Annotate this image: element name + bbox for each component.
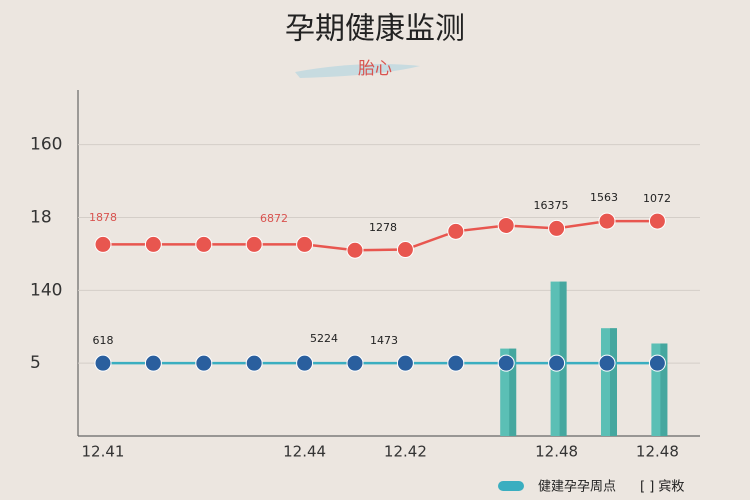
point	[598, 212, 616, 230]
legend-note: [ ] 宾敉	[640, 479, 684, 495]
bar-shade	[610, 328, 617, 436]
point	[548, 219, 566, 237]
x-tick-label: 12.48	[535, 443, 578, 461]
point	[346, 354, 364, 372]
data-annotation: 618	[93, 334, 114, 347]
point	[245, 354, 263, 372]
point	[648, 354, 666, 372]
point	[296, 354, 314, 372]
chart-title: 孕期健康监测	[285, 12, 465, 47]
data-annotation: 1473	[370, 334, 398, 347]
point	[195, 354, 213, 372]
data-annotation: 1563	[590, 191, 618, 204]
legend-swatch	[498, 481, 524, 491]
x-tick-label: 12.44	[283, 443, 326, 461]
y-tick-label: 18	[30, 207, 52, 227]
legend-label: 健建孕孕周点	[538, 480, 616, 495]
y-tick-label: 5	[30, 353, 41, 373]
point	[497, 354, 515, 372]
point	[94, 354, 112, 372]
point	[245, 235, 263, 253]
data-annotation: 5224	[310, 332, 338, 345]
x-tick-label: 12.42	[384, 443, 427, 461]
point	[144, 354, 162, 372]
data-annotation: 1072	[643, 192, 671, 205]
point	[346, 241, 364, 259]
point	[598, 354, 616, 372]
point	[144, 235, 162, 253]
chart-subtitle: 胎心	[358, 59, 392, 79]
bar-shade	[660, 343, 668, 436]
point	[195, 235, 213, 253]
x-tick-label: 12.41	[82, 443, 125, 461]
point	[648, 212, 666, 230]
point	[548, 354, 566, 372]
bar-shade	[509, 348, 517, 436]
point	[396, 354, 414, 372]
point	[447, 222, 465, 240]
y-tick-label: 160	[30, 135, 62, 155]
point	[296, 235, 314, 253]
data-annotation: 6872	[260, 212, 288, 225]
data-annotation: 1278	[369, 221, 397, 234]
x-tick-label: 12.48	[636, 443, 679, 461]
subtitle-swish	[295, 64, 420, 78]
data-annotation: 1878	[89, 211, 117, 224]
y-tick-label: 140	[30, 280, 62, 300]
data-annotation: 16375	[534, 199, 569, 212]
point	[396, 241, 414, 259]
point	[497, 216, 515, 234]
point	[94, 235, 112, 253]
point	[447, 354, 465, 372]
